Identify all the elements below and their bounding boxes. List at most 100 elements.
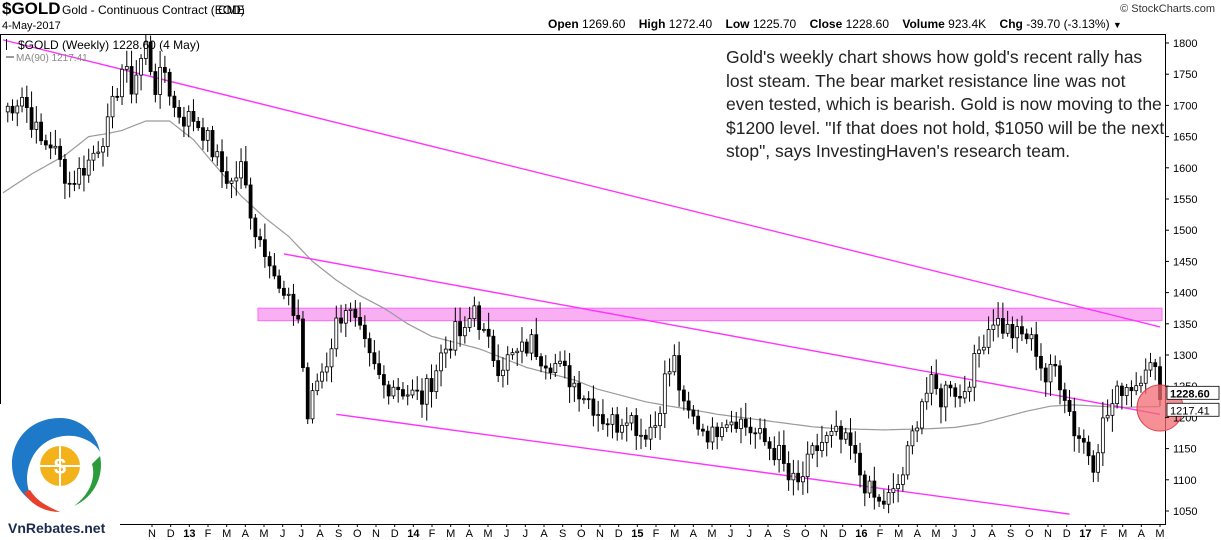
candle-body xyxy=(677,355,682,391)
high-value: 1272.40 xyxy=(668,17,713,31)
candle-body xyxy=(201,127,205,141)
candle-body xyxy=(277,275,282,289)
candle-body xyxy=(48,144,53,149)
candle-body xyxy=(972,353,977,388)
last-price-tag: 1228.60 xyxy=(1170,388,1210,400)
x-month-label: S xyxy=(559,528,566,540)
x-month-label: A xyxy=(988,528,996,540)
candle-body xyxy=(634,415,639,436)
x-month-label: J xyxy=(523,528,529,540)
candle-body xyxy=(553,363,558,373)
ma-price-tag-box xyxy=(1166,402,1220,417)
candle-body xyxy=(58,145,63,160)
candle-body xyxy=(205,129,210,141)
x-month-label: A xyxy=(466,528,474,540)
candle-body xyxy=(648,426,653,440)
x-month-label: J xyxy=(728,528,734,540)
symbol: $GOLD xyxy=(2,0,61,18)
candle-body xyxy=(577,382,582,400)
candle-body xyxy=(748,426,753,434)
candle-body xyxy=(534,334,539,358)
candle-body xyxy=(34,121,39,130)
x-month-label: N xyxy=(1044,528,1052,540)
candle-body xyxy=(934,374,939,390)
candle-body xyxy=(105,116,110,147)
candle-body xyxy=(929,374,934,394)
date: 4-May-2017 xyxy=(2,20,61,32)
x-month-label: J xyxy=(504,528,510,540)
candle-body xyxy=(443,348,448,354)
annotation-text: Gold's weekly chart shows how gold's rec… xyxy=(726,47,1165,162)
x-month-label: D xyxy=(615,528,623,540)
candle-body xyxy=(567,365,572,388)
ma-legend-label: MA(90) 1217.41 xyxy=(16,53,88,64)
candle-body xyxy=(139,58,143,76)
x-month-label: A xyxy=(242,528,250,540)
candle-body xyxy=(715,426,720,438)
candle-body xyxy=(1086,441,1091,457)
candle-body xyxy=(39,121,43,142)
candle-body xyxy=(115,95,120,98)
candle-body xyxy=(491,335,496,361)
candle-body xyxy=(110,95,115,118)
candle-body xyxy=(996,318,1001,326)
candle-body xyxy=(524,341,529,354)
x-month-label: N xyxy=(372,528,380,540)
candle-body xyxy=(1043,367,1048,383)
candle-body xyxy=(777,444,781,461)
candle-body xyxy=(877,496,881,502)
x-year-label: 15 xyxy=(631,528,643,540)
candle-body xyxy=(43,140,48,146)
candle-body xyxy=(229,180,234,184)
candle-body xyxy=(148,41,153,72)
chevron-down-icon[interactable]: ▼ xyxy=(1112,20,1122,30)
chg-label: Chg xyxy=(999,17,1023,31)
x-month-label: M xyxy=(222,528,231,540)
candle-body xyxy=(720,427,724,438)
candle-body xyxy=(743,418,748,428)
candle-body xyxy=(805,453,810,478)
x-month-label: O xyxy=(1025,528,1034,540)
candle-body xyxy=(339,317,343,324)
ma-price-tag: 1217.41 xyxy=(1170,405,1210,417)
candle-body xyxy=(1048,363,1053,383)
x-month-label: O xyxy=(353,528,362,540)
candle-body xyxy=(334,317,339,350)
candle-body xyxy=(853,444,858,454)
candle-body xyxy=(667,371,672,375)
candle-body xyxy=(77,168,82,185)
candle-body xyxy=(301,318,305,368)
resistance-band xyxy=(257,307,1163,322)
candle-body xyxy=(586,398,591,401)
candle-body xyxy=(324,366,329,373)
open-label: Open xyxy=(548,17,579,31)
candle-body xyxy=(1100,417,1105,454)
candle-body xyxy=(10,105,15,114)
candle-body xyxy=(315,380,320,392)
candle-body xyxy=(120,68,124,98)
candle-body xyxy=(143,41,148,59)
candle-body xyxy=(520,341,524,352)
candle-body xyxy=(610,414,615,425)
candle-body xyxy=(824,435,829,443)
x-month-label: S xyxy=(335,528,342,540)
price-legend-label: $GOLD (Weekly) 1228.60 (4 May) xyxy=(18,38,200,52)
y-tick-label: 1550 xyxy=(1173,194,1197,206)
candle-body xyxy=(920,401,924,429)
candle-body xyxy=(858,452,862,476)
candle-body xyxy=(662,373,667,414)
candle-body xyxy=(772,447,777,461)
x-month-label: D xyxy=(1063,528,1071,540)
candle-body xyxy=(439,352,443,372)
y-tick-label: 1400 xyxy=(1173,288,1197,300)
candle-body xyxy=(620,424,624,433)
candle-body xyxy=(129,66,134,95)
candle-body xyxy=(420,390,424,405)
logo-mark: $ xyxy=(12,418,101,512)
candle-body xyxy=(734,421,739,429)
x-month-label: A xyxy=(1138,528,1146,540)
candle-body xyxy=(739,418,743,429)
candle-body xyxy=(234,177,239,182)
candle-body xyxy=(834,425,839,432)
candle-body xyxy=(1096,452,1101,473)
